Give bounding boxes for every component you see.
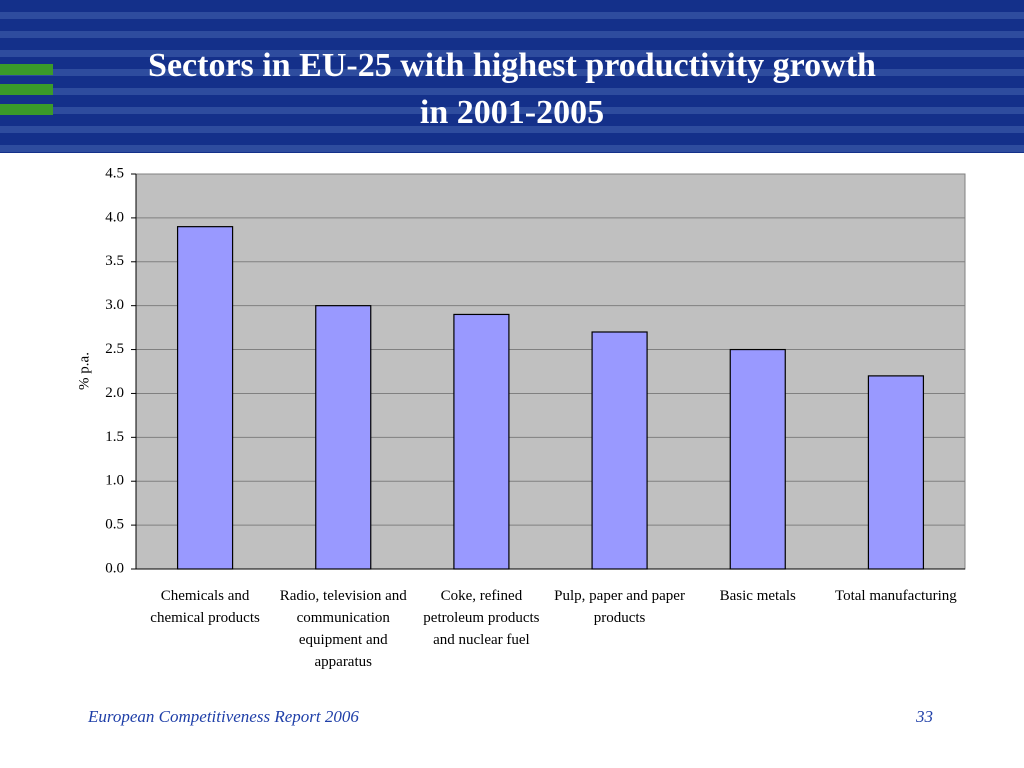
bar [315,305,372,570]
plot-area [135,173,966,570]
x-tick-label: Pulp, paper and paper products [554,588,685,626]
x-tick-label: Coke, refined petroleum products and nuc… [423,588,540,648]
y-tick-label: 3.0 [105,297,124,313]
y-tick-label: 2.0 [105,385,124,401]
footer-source: European Competitiveness Report 2006 [88,707,359,726]
y-tick-label: 0.0 [105,560,124,576]
y-tick-label: 4.5 [105,165,124,181]
chart-title: Sectors in EU-25 with highest productivi… [148,47,876,131]
y-tick-label: 1.0 [105,473,124,489]
bar [453,313,510,570]
y-tick-label: 2.5 [105,341,124,357]
bar [729,348,786,570]
y-tick-label: 0.5 [105,517,124,533]
x-tick-label: Radio, television and communication equi… [279,588,407,670]
y-tick-label: 3.5 [105,253,124,269]
x-tick-label: Basic metals [719,588,796,604]
decor [0,104,53,115]
y-axis-label: % p.a. [76,352,92,390]
x-tick-label: Total manufacturing [834,588,957,604]
y-tick-label: 4.0 [105,209,124,225]
decor [0,64,53,75]
page-number: 33 [916,707,933,726]
y-tick-label: 1.5 [105,429,124,445]
bar [176,226,234,570]
x-tick-label: Chemicals and chemical products [150,588,260,626]
bar [591,331,648,570]
header-band: Sectors in EU-25 with highest productivi… [0,0,1024,153]
decor [0,84,53,95]
bar [867,375,925,570]
